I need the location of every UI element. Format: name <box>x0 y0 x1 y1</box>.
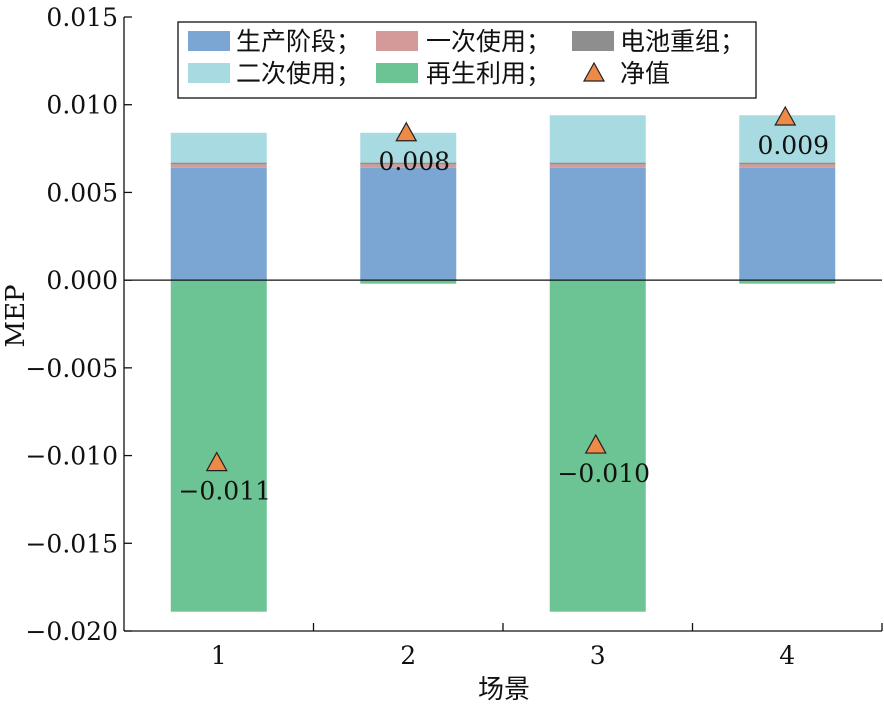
net-markers-layer: −0.011 0.008 −0.010 0.009 <box>178 105 829 506</box>
legend-label-4: 再生利用； <box>426 59 551 88</box>
legend-swatch-0 <box>188 31 230 51</box>
bar-segment-s1-c1 <box>360 164 457 168</box>
legend-box <box>177 21 757 99</box>
bar-segment-s0-c1 <box>360 167 457 281</box>
legend-label-3: 二次使用； <box>236 59 361 88</box>
x-tick-label-4: 4 <box>779 641 795 670</box>
net-value-label-4: 0.009 <box>757 131 829 160</box>
legend-label-1: 一次使用； <box>426 27 551 56</box>
x-tick-label-2: 2 <box>400 641 416 670</box>
legend-swatch-2 <box>572 31 614 51</box>
y-tick-label-4: −0.005 <box>25 354 118 383</box>
y-tick-label-3: 0.000 <box>46 266 118 295</box>
axes-layer: 0.015 0.010 0.005 0.000 −0.005 −0.010 −0.015 −0… <box>25 3 883 670</box>
legend-label-5: 净值 <box>620 59 670 88</box>
legend-swatch-4 <box>376 63 418 83</box>
bar-segment-s2-c2 <box>549 162 646 165</box>
legend: 生产阶段； 一次使用； 电池重组； 二次使用； 再生利用； 净值 <box>177 21 757 99</box>
legend-label-0: 生产阶段； <box>236 27 361 56</box>
net-marker-3 <box>584 433 607 454</box>
y-tick-label-2: 0.005 <box>46 178 118 207</box>
x-axis-label: 场景 <box>478 675 530 705</box>
bar-segment-s0-c2 <box>549 167 646 281</box>
bar-segment-s2-c3 <box>739 162 836 165</box>
net-marker-1 <box>205 451 228 472</box>
y-tick-label-7: −0.020 <box>25 617 118 646</box>
y-tick-label-5: −0.010 <box>25 442 118 471</box>
legend-swatch-3 <box>188 63 230 83</box>
bar-segment-s4-c3 <box>739 280 836 284</box>
net-marker-4 <box>774 105 797 126</box>
net-value-label-2: 0.008 <box>378 147 450 176</box>
net-value-label-3: −0.010 <box>557 459 650 488</box>
legend-swatch-1 <box>376 31 418 51</box>
bar-segment-s1-c0 <box>170 164 267 168</box>
bar-segment-s4-c1 <box>360 280 457 284</box>
y-axis-label: MEP <box>1 284 31 347</box>
legend-marker-net <box>582 61 606 82</box>
bar-segment-s2-c1 <box>360 162 457 165</box>
legend-label-2: 电池重组； <box>620 27 745 56</box>
bar-segment-s3-c0 <box>170 132 267 163</box>
bar-segment-s0-c0 <box>170 167 267 281</box>
bar-segment-s1-c3 <box>739 164 836 168</box>
bar-segment-s4-c0 <box>170 280 267 612</box>
bar-segment-s0-c3 <box>739 167 836 281</box>
net-marker-2 <box>395 121 418 142</box>
x-tick-label-3: 3 <box>590 641 606 670</box>
bars-layer <box>170 115 836 612</box>
net-value-label-1: −0.011 <box>178 477 271 506</box>
bar-segment-s3-c2 <box>549 115 646 163</box>
y-tick-label-6: −0.015 <box>25 529 118 558</box>
x-tick-label-1: 1 <box>211 641 227 670</box>
y-tick-label-0: 0.015 <box>46 3 118 32</box>
y-tick-label-1: 0.010 <box>46 91 118 120</box>
bar-segment-s1-c2 <box>549 164 646 168</box>
bar-segment-s2-c0 <box>170 162 267 165</box>
